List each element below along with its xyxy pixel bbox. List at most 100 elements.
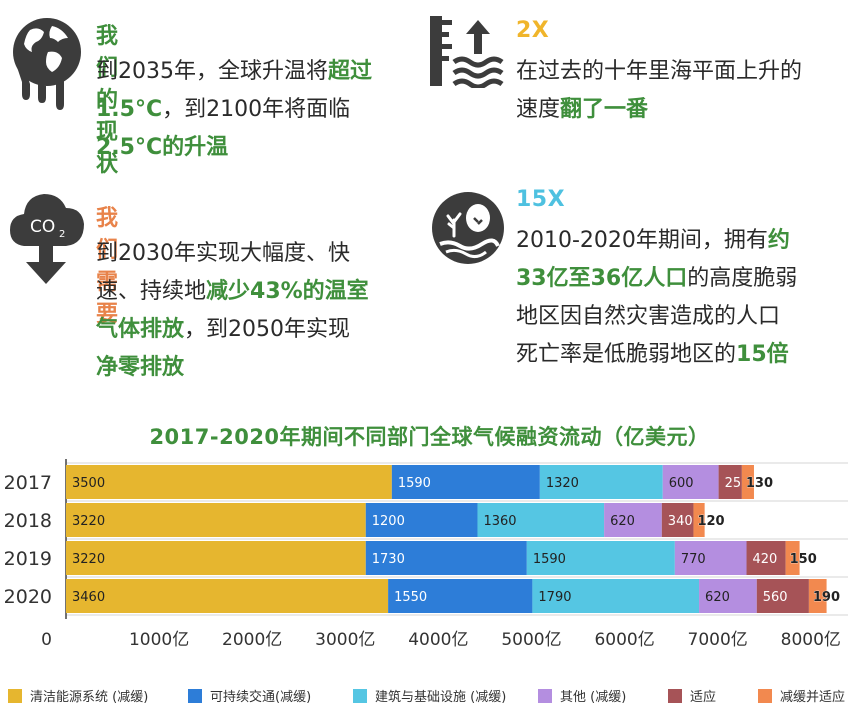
y-category-label: 2019 bbox=[4, 548, 52, 570]
chart-legend: 清洁能源系统 (减缓) 可持续交通(减缓) 建筑与基础设施 (减缓) 其他 (减缓) 适… bbox=[8, 686, 858, 708]
need-text: 到2030年实现大幅度、快 速、持续地减少43%的温室 气体排放，到2050年实… bbox=[96, 235, 426, 387]
bar-segment bbox=[808, 579, 827, 613]
bar-segment bbox=[699, 579, 757, 613]
legend-item: 适应 bbox=[668, 686, 716, 705]
bar-segment bbox=[741, 465, 754, 499]
bar-data-label: 3220 bbox=[72, 552, 105, 567]
legend-swatch bbox=[538, 688, 552, 703]
status-quo-text: 到2035年，全球升温将超过 1.5°C，到2100年将面临 2.5°C的升温 bbox=[96, 53, 426, 167]
need-heading: 我们需要 bbox=[96, 206, 119, 327]
bar-data-label: 1200 bbox=[372, 514, 405, 529]
sea-level-text: 在过去的十年里海平面上升的 速度翻了一番 bbox=[516, 53, 856, 129]
bar-data-label: 3220 bbox=[72, 514, 105, 529]
legend-swatch bbox=[8, 688, 22, 703]
bar-segment bbox=[693, 503, 705, 537]
bar-data-label: 1360 bbox=[483, 514, 516, 529]
sea-level-line-2: 速度 bbox=[516, 97, 561, 122]
bar-segment bbox=[391, 465, 540, 499]
bar-data-label: 190 bbox=[813, 590, 840, 605]
sea-level-rise-icon bbox=[430, 16, 504, 88]
vulnerable-highlight-3: 15倍 bbox=[736, 342, 789, 367]
x-tick-label: 6000亿 bbox=[594, 630, 654, 650]
need-highlight-1: 减少43%的温室 bbox=[206, 279, 369, 304]
bar-segment bbox=[365, 503, 478, 537]
status-quo-highlight-1: 超过 bbox=[328, 59, 373, 84]
bar-segment bbox=[539, 465, 663, 499]
legend-swatch bbox=[188, 688, 202, 703]
bar-data-label: 3500 bbox=[72, 476, 105, 491]
x-tick-label: 1000亿 bbox=[129, 630, 189, 650]
legend-item: 其他 (减缓) bbox=[538, 686, 626, 705]
bar-data-label: 620 bbox=[705, 590, 730, 605]
bar-segment bbox=[785, 541, 800, 575]
bar-segment bbox=[388, 579, 533, 613]
vulnerable-line-1: 2010-2020年期间，拥有 bbox=[516, 228, 768, 253]
legend-label: 可持续交通(减缓) bbox=[210, 690, 312, 705]
legend-swatch bbox=[758, 688, 772, 703]
bar-data-label: 1320 bbox=[546, 476, 579, 491]
need-highlight-2: 气体排放 bbox=[96, 317, 185, 342]
legend-item: 建筑与基础设施 (减缓) bbox=[353, 686, 506, 705]
bar-segment bbox=[526, 541, 675, 575]
svg-text:2: 2 bbox=[59, 229, 65, 240]
status-quo-highlight-3: 2.5°C的升温 bbox=[96, 135, 229, 160]
bar-segment bbox=[477, 503, 605, 537]
sea-level-line-1: 在过去的十年里海平面上升的 bbox=[516, 59, 803, 84]
legend-label: 清洁能源系统 (减缓) bbox=[30, 690, 149, 705]
chart-title: 2017-2020年期间不同部门全球气候融资流动（亿美元） bbox=[149, 425, 710, 449]
x-tick-label: 0 bbox=[41, 630, 52, 650]
bar-segment bbox=[66, 579, 389, 613]
bar-data-label: 620 bbox=[610, 514, 635, 529]
vulnerable-highlight-1: 约 bbox=[767, 228, 790, 253]
vulnerable-highlight-2: 33亿至36亿人口 bbox=[516, 266, 688, 291]
legend-label: 建筑与基础设施 (减缓) bbox=[375, 690, 507, 705]
bar-segment bbox=[532, 579, 700, 613]
status-quo-line-1: 到2035年，全球升温将 bbox=[96, 59, 328, 84]
bar-data-label: 3460 bbox=[72, 590, 105, 605]
bar-data-label: 420 bbox=[753, 552, 778, 567]
bar-segment bbox=[365, 541, 527, 575]
bar-segment bbox=[674, 541, 747, 575]
x-tick-label: 4000亿 bbox=[408, 630, 468, 650]
x-tick-label: 3000亿 bbox=[315, 630, 375, 650]
legend-swatch bbox=[353, 688, 367, 703]
bar-segment bbox=[662, 465, 719, 499]
bar-data-label: 1730 bbox=[372, 552, 405, 567]
legend-swatch bbox=[668, 688, 682, 703]
status-quo-heading: 我们的现状 bbox=[96, 24, 119, 177]
bar-data-label: 150 bbox=[790, 552, 817, 567]
legend-item: 清洁能源系统 (减缓) bbox=[8, 686, 148, 705]
bar-segment bbox=[718, 465, 742, 499]
status-quo-line-2: ，到2100年将面临 bbox=[162, 97, 351, 122]
bar-data-label: 600 bbox=[669, 476, 694, 491]
vulnerable-line-4: 死亡率是低脆弱地区的 bbox=[516, 342, 737, 367]
x-tick-label: 8000亿 bbox=[781, 630, 841, 650]
x-tick-label: 2000亿 bbox=[222, 630, 282, 650]
bar-data-label: 340 bbox=[668, 514, 693, 529]
status-quo-highlight-2: 1.5°C bbox=[96, 97, 163, 122]
y-category-label: 2020 bbox=[4, 586, 52, 608]
bar-data-label: 120 bbox=[697, 514, 724, 529]
bar-data-label: 770 bbox=[681, 552, 706, 567]
legend-item: 减缓并适应 bbox=[758, 686, 845, 705]
bar-data-label: 1590 bbox=[398, 476, 431, 491]
y-category-label: 2018 bbox=[4, 510, 52, 532]
co2-cloud-down-icon: CO 2 bbox=[10, 194, 84, 284]
bar-segment bbox=[756, 579, 809, 613]
sea-level-heading: 2X bbox=[516, 18, 550, 43]
vulnerable-line-2: 的高度脆弱 bbox=[687, 266, 798, 291]
legend-item: 可持续交通(减缓) bbox=[188, 686, 311, 705]
nature-disaster-icon bbox=[432, 192, 504, 264]
vulnerable-heading: 15X bbox=[516, 187, 566, 212]
bar-data-label: 1590 bbox=[533, 552, 566, 567]
vulnerable-text: 2010-2020年期间，拥有约 33亿至36亿人口的高度脆弱 地区因自然灾害造… bbox=[516, 222, 856, 374]
svg-text:CO: CO bbox=[30, 217, 55, 237]
need-line-2: 速、持续地 bbox=[96, 279, 207, 304]
bar-segment bbox=[661, 503, 694, 537]
legend-label: 适应 bbox=[690, 690, 717, 705]
need-line-1: 到2030年实现大幅度、快 bbox=[96, 241, 350, 266]
vulnerable-line-3: 地区因自然灾害造成的人口 bbox=[516, 304, 781, 329]
need-line-3: ，到2050年实现 bbox=[184, 317, 351, 342]
bar-data-label: 1790 bbox=[538, 590, 571, 605]
